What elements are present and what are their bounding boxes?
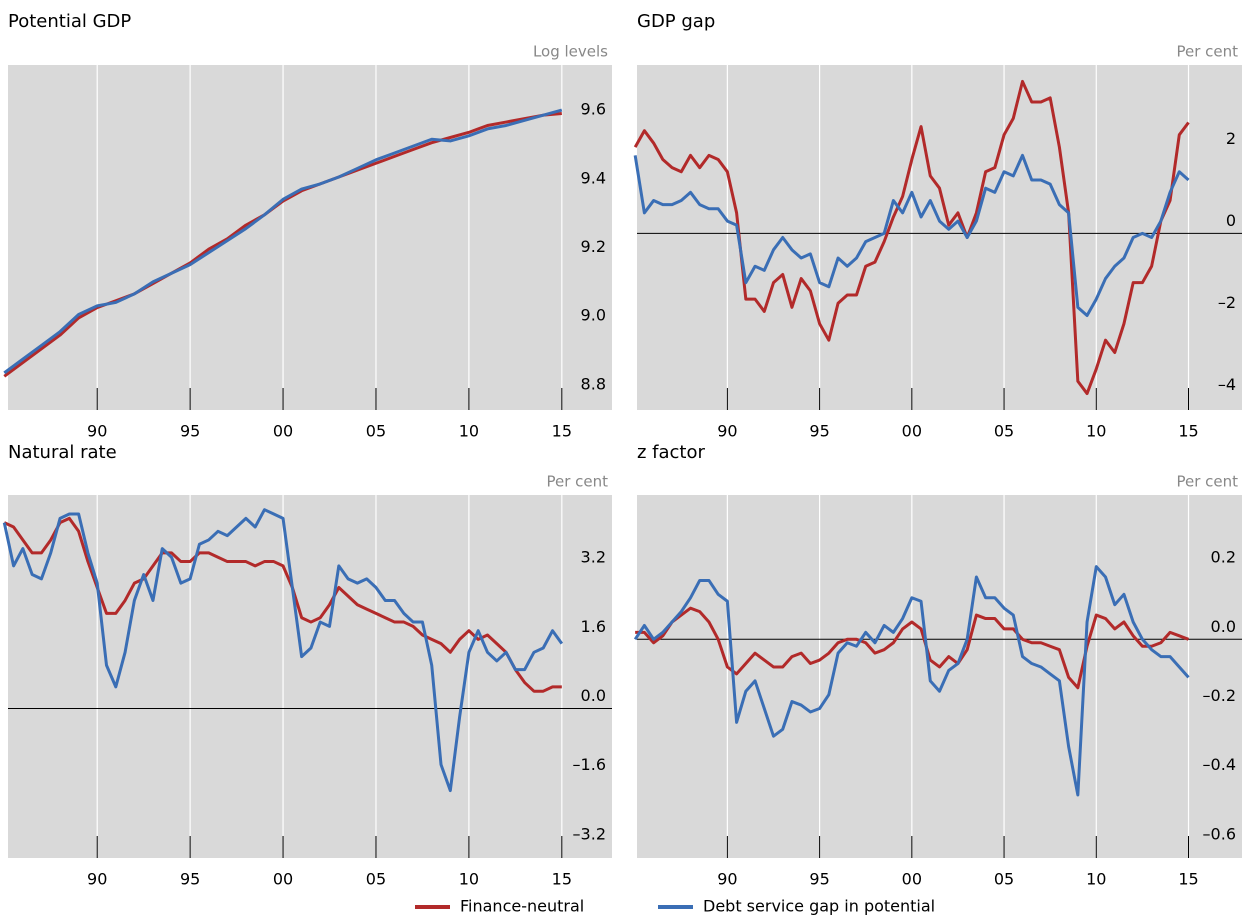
unit-label: Per cent	[1176, 473, 1238, 491]
x-tick-label: 00	[902, 870, 922, 889]
x-tick-label: 90	[87, 422, 107, 441]
x-tick-label: 05	[366, 870, 386, 889]
legend: Finance-neutral Debt service gap in poten…	[415, 897, 935, 916]
y-tick-label: 1.6	[581, 617, 606, 636]
series-line	[635, 606, 1190, 690]
x-tick-label: 95	[809, 870, 829, 889]
x-tick-label: 90	[717, 870, 737, 889]
chart-title: Potential GDP	[8, 11, 131, 32]
y-tick-label: 8.8	[581, 374, 606, 393]
series-line	[633, 153, 1190, 318]
x-tick-label: 90	[717, 422, 737, 441]
series-line	[633, 79, 1190, 396]
x-tick-label: 10	[1086, 422, 1106, 441]
x-tick-label: 10	[459, 422, 479, 441]
y-tick-label: 2	[1226, 129, 1236, 148]
y-tick-label: 3.2	[581, 548, 606, 567]
y-tick-label: –2	[1218, 293, 1236, 312]
chart-title: z factor	[637, 442, 706, 463]
y-tick-label: 9.4	[581, 168, 606, 187]
y-tick-label: 9.0	[581, 306, 606, 325]
chart-title: GDP gap	[637, 11, 715, 32]
y-tick-label: –0.6	[1203, 824, 1236, 843]
series-line	[2, 508, 564, 793]
series-line	[633, 565, 1190, 797]
x-tick-label: 10	[1086, 870, 1106, 889]
x-tick-label: 15	[1178, 422, 1198, 441]
x-tick-label: 95	[180, 870, 200, 889]
legend-label: Debt service gap in potential	[703, 897, 935, 916]
chart-title: Natural rate	[8, 442, 117, 463]
legend-label: Finance-neutral	[460, 897, 584, 916]
y-tick-label: 0	[1226, 211, 1236, 230]
x-tick-label: 00	[273, 422, 293, 441]
y-tick-label: 0.2	[1211, 548, 1236, 567]
y-tick-label: 0.0	[581, 686, 606, 705]
x-tick-label: 95	[180, 422, 200, 441]
x-tick-label: 15	[552, 422, 572, 441]
x-tick-label: 95	[809, 422, 829, 441]
y-tick-label: 9.6	[581, 100, 606, 119]
plot-area	[8, 495, 612, 858]
x-tick-label: 00	[273, 870, 293, 889]
y-tick-label: –4	[1218, 375, 1236, 394]
y-tick-label: 9.2	[581, 237, 606, 256]
series-line	[3, 108, 563, 375]
y-tick-label: –0.4	[1203, 755, 1236, 774]
unit-label: Per cent	[1176, 43, 1238, 61]
x-tick-label: 15	[1178, 870, 1198, 889]
y-tick-label: –1.6	[573, 755, 606, 774]
y-tick-label: 0.0	[1211, 617, 1236, 636]
plot-area	[637, 495, 1242, 858]
x-tick-label: 10	[459, 870, 479, 889]
x-tick-label: 00	[902, 422, 922, 441]
x-tick-label: 90	[87, 870, 107, 889]
unit-label: Per cent	[546, 473, 608, 491]
plot-area	[8, 65, 612, 410]
y-tick-label: –3.2	[573, 824, 606, 843]
x-tick-label: 05	[994, 422, 1014, 441]
unit-label: Log levels	[533, 43, 608, 61]
y-tick-label: –0.2	[1203, 686, 1236, 705]
x-tick-label: 15	[552, 870, 572, 889]
x-tick-label: 05	[994, 870, 1014, 889]
x-tick-label: 05	[366, 422, 386, 441]
